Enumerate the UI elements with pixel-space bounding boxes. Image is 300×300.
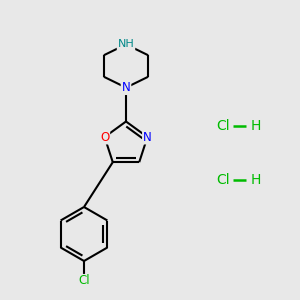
Text: Cl: Cl	[216, 119, 230, 133]
Text: Cl: Cl	[216, 173, 230, 187]
Text: H: H	[250, 119, 261, 133]
Text: NH: NH	[118, 39, 134, 50]
Text: N: N	[143, 130, 152, 143]
Text: N: N	[122, 81, 130, 94]
Text: Cl: Cl	[78, 274, 90, 287]
Text: H: H	[250, 173, 261, 187]
Text: O: O	[100, 130, 109, 143]
